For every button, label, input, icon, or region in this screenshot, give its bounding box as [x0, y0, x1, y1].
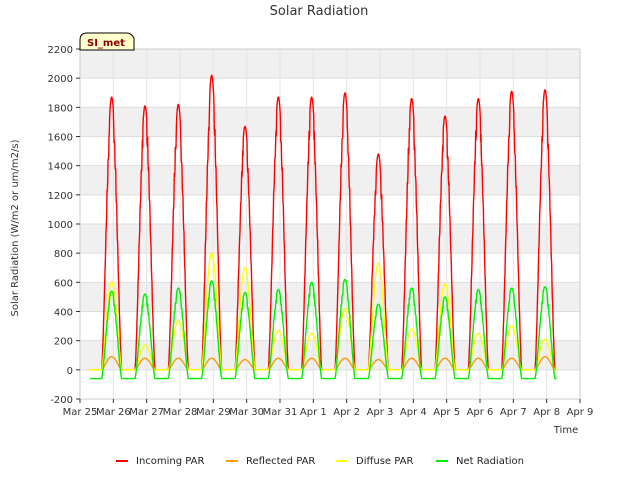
legend-label: Incoming PAR	[136, 456, 205, 467]
x-tick-label: Apr 9	[567, 407, 594, 418]
x-tick-label: Apr 1	[300, 407, 327, 418]
x-tick-label: Mar 28	[163, 407, 198, 418]
legend: Incoming PAR Reflected PAR Diffuse PAR Net …	[116, 456, 524, 467]
series-line-net-radiation	[89, 278, 557, 380]
y-tick-label: 1000	[48, 220, 73, 231]
x-tick-label: Mar 29	[196, 407, 231, 418]
x-tick-label: Apr 3	[367, 407, 394, 418]
grid-band	[80, 165, 580, 195]
legend-item-diffuse-par: Diffuse PAR	[336, 456, 413, 467]
legend-item-reflected-par: Reflected PAR	[226, 456, 315, 467]
x-tick-label: Apr 2	[333, 407, 360, 418]
chart-title: Solar Radiation	[270, 4, 369, 19]
grid-band	[80, 107, 580, 137]
x-tick-label: Apr 4	[400, 407, 427, 418]
station-badge-bg	[79, 32, 135, 51]
y-tick-label: 0	[67, 366, 73, 377]
x-tick-label: Apr 6	[467, 407, 494, 418]
legend-item-net-radiation: Net Radiation	[436, 456, 524, 467]
legend-label: Reflected PAR	[246, 456, 315, 467]
y-tick-label: 1400	[48, 162, 73, 173]
y-tick-label: 1800	[48, 103, 73, 114]
y-tick-label: 400	[54, 308, 73, 319]
x-tick-label: Mar 26	[96, 407, 131, 418]
station-badge: SI_met	[79, 32, 135, 51]
x-tick-label: Apr 5	[433, 407, 460, 418]
y-tick-label: -200	[50, 395, 73, 406]
y-tick-label: 2000	[48, 74, 73, 85]
y-axis: -200 0 200 400 600 800 1000 1200 1400 1600 1800 200…	[48, 45, 80, 406]
x-tick-label: Apr 8	[533, 407, 560, 418]
station-badge-label: SI_met	[87, 38, 125, 49]
legend-label: Diffuse PAR	[356, 456, 413, 467]
x-tick-label: Mar 27	[129, 407, 164, 418]
grid-band	[80, 282, 580, 312]
x-tick-label: Apr 7	[500, 407, 527, 418]
x-axis-label: Time	[553, 425, 578, 436]
legend-label: Net Radiation	[456, 456, 524, 467]
x-tick-label: Mar 25	[63, 407, 98, 418]
y-tick-label: 600	[54, 278, 73, 289]
grid-band	[80, 49, 580, 79]
x-tick-label: Mar 31	[263, 407, 298, 418]
y-tick-label: 1200	[48, 191, 73, 202]
y-axis-label: Solar Radiation (W/m2 or um/m2/s)	[10, 139, 21, 316]
grid-band	[80, 340, 580, 370]
series-line-diffuse-par	[89, 252, 557, 371]
x-tick-label: Mar 30	[229, 407, 264, 418]
legend-item-incoming-par: Incoming PAR	[116, 456, 205, 467]
y-tick-label: 1600	[48, 133, 73, 144]
series-layer	[89, 74, 557, 380]
y-tick-label: 800	[54, 249, 73, 260]
y-tick-label: 200	[54, 337, 73, 348]
grid-band	[80, 224, 580, 254]
y-tick-label: 2200	[48, 45, 73, 56]
